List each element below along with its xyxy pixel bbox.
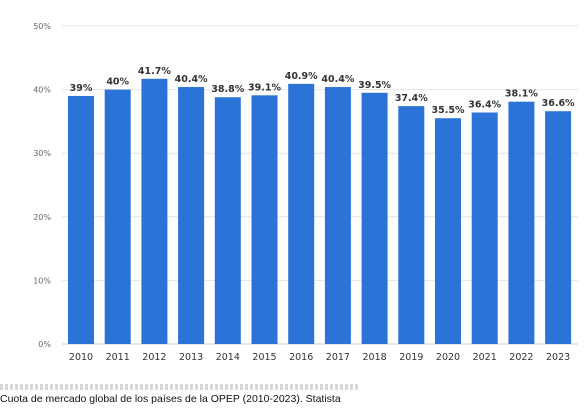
- y-axis-ticks: 0% 10% 20% 30% 40% 50%: [33, 22, 51, 349]
- bar-2019: [398, 106, 425, 344]
- data-label: 40.4%: [321, 74, 354, 85]
- bar-2011: [104, 89, 131, 344]
- bar-2010: [68, 95, 94, 345]
- x-tick-label: 2013: [179, 352, 203, 363]
- x-tick-label: 2017: [326, 352, 350, 363]
- bars: [68, 78, 572, 345]
- bar-2018: [361, 92, 388, 344]
- x-tick-label: 2018: [363, 352, 387, 363]
- x-axis-ticks: 2010 2011 2012 2013 2014 2015 2016 2017 2018 2019…: [69, 352, 570, 363]
- data-label: 38.1%: [505, 89, 538, 100]
- data-label: 36.6%: [542, 98, 575, 109]
- data-label: 40.9%: [285, 71, 318, 82]
- y-tick-label: 50%: [33, 22, 51, 31]
- data-label: 37.4%: [395, 93, 428, 104]
- data-label: 38.8%: [211, 84, 244, 95]
- x-tick-label: 2012: [142, 352, 166, 363]
- bar-2013: [178, 87, 205, 344]
- data-label: 39%: [70, 83, 93, 94]
- data-labels: 39%40%41.7%40.4%38.8% 39.1%40.9% 40.4%39.5…: [70, 66, 575, 116]
- data-label: 39.1%: [248, 82, 281, 93]
- x-tick-label: 2021: [473, 352, 497, 363]
- bar-2021: [471, 112, 498, 344]
- data-label: 35.5%: [432, 105, 465, 116]
- x-tick-label: 2010: [69, 352, 93, 363]
- x-tick-label: 2016: [289, 352, 313, 363]
- x-tick-label: 2015: [252, 352, 276, 363]
- data-label: 36.4%: [468, 99, 501, 110]
- data-label: 40.4%: [175, 74, 208, 85]
- y-tick-label: 0%: [38, 340, 51, 349]
- x-tick-label: 2020: [436, 352, 460, 363]
- x-tick-label: 2019: [399, 352, 423, 363]
- chart-caption: Cuota de mercado global de los países de…: [0, 393, 341, 405]
- y-tick-label: 20%: [33, 213, 51, 222]
- bar-2020: [435, 118, 461, 344]
- x-tick-label: 2011: [106, 352, 130, 363]
- bar-2014: [214, 97, 241, 345]
- cropped-text-remnant: [0, 384, 360, 390]
- data-label: 41.7%: [138, 66, 171, 77]
- x-tick-label: 2022: [509, 352, 533, 363]
- bar-2015: [251, 95, 278, 344]
- x-tick-label: 2023: [546, 352, 570, 363]
- bar-2016: [288, 83, 315, 344]
- data-label: 40%: [106, 77, 129, 88]
- x-tick-label: 2014: [216, 352, 240, 363]
- y-tick-label: 10%: [33, 276, 51, 285]
- bar-2023: [545, 111, 572, 344]
- bar-2012: [141, 78, 168, 345]
- y-tick-label: 40%: [33, 86, 51, 95]
- bar-2022: [508, 101, 535, 345]
- data-label: 39.5%: [358, 80, 391, 91]
- bar-2017: [324, 87, 351, 344]
- y-tick-label: 30%: [33, 149, 51, 158]
